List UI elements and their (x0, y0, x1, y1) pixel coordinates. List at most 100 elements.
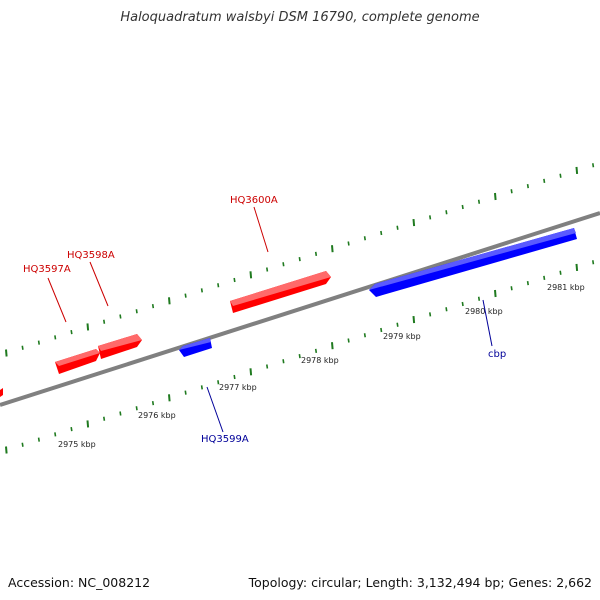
lower-tick (575, 263, 579, 271)
upper-tick (363, 236, 366, 241)
upper-tick (477, 199, 481, 204)
lower-tick (266, 364, 269, 369)
gene-partial-left[interactable] (0, 388, 3, 397)
lower-tick (380, 327, 383, 333)
upper-tick (526, 183, 529, 189)
lower-tick (559, 270, 562, 275)
lower-tick (494, 289, 497, 298)
gene-label-hq3597a[interactable]: HQ3597A (23, 264, 71, 275)
upper-tick (592, 163, 595, 168)
upper-tick (445, 210, 448, 215)
gene-label-cbp[interactable]: cbp (488, 349, 506, 360)
scale-label: 2981 kbp (547, 283, 585, 292)
lower-tick (119, 411, 122, 416)
upper-tick (86, 323, 90, 331)
lower-tick (363, 333, 366, 338)
upper-tick (282, 262, 285, 267)
upper-tick (200, 288, 203, 293)
upper-tick (347, 241, 350, 246)
gene-label-hq3599a[interactable]: HQ3599A (201, 434, 249, 445)
lower-tick (396, 322, 399, 327)
lower-tick (5, 446, 8, 454)
upper-tick-track (5, 163, 595, 357)
upper-tick (21, 345, 24, 350)
upper-tick (168, 297, 171, 305)
lower-tick (217, 380, 220, 385)
upper-tick (103, 319, 106, 324)
lower-tick (233, 374, 236, 380)
map-title: Haloquadratum walsbyi DSM 16790, complet… (120, 10, 480, 25)
upper-tick (543, 178, 546, 184)
upper-tick (429, 215, 432, 220)
lower-tick (526, 280, 529, 286)
genome-backbone (0, 211, 600, 407)
lower-tick (21, 442, 24, 447)
lower-tick (592, 260, 595, 265)
lower-tick (86, 420, 90, 428)
upper-tick (575, 166, 579, 174)
upper-tick (461, 204, 464, 210)
label-leader-hq3597a (47, 277, 67, 323)
lower-tick (282, 359, 285, 364)
label-leader-hq3598a (89, 261, 109, 307)
scale-label: 2979 kbp (383, 332, 421, 341)
upper-tick (151, 303, 155, 309)
lower-tick (314, 348, 318, 354)
scale-label: 2975 kbp (58, 440, 96, 449)
lower-tick (103, 416, 106, 421)
upper-tick (135, 309, 138, 314)
upper-tick (54, 335, 57, 340)
lower-tick (298, 353, 301, 359)
upper-tick (559, 173, 562, 178)
lower-tick (70, 426, 73, 432)
lower-tick (347, 338, 350, 343)
lower-tick (54, 432, 57, 437)
gene-track (0, 228, 577, 397)
scale-labels: 2975 kbp 2976 kbp 2977 kbp 2978 kbp 2979 kbp… (58, 283, 585, 449)
upper-tick (70, 329, 73, 335)
upper-tick (37, 340, 40, 345)
upper-tick (380, 230, 383, 236)
upper-tick (412, 219, 416, 227)
upper-tick (5, 349, 8, 357)
label-leader-hq3600a (253, 206, 269, 253)
genome-summary: Topology: circular; Length: 3,132,494 bp… (248, 575, 592, 590)
lower-tick (412, 316, 416, 324)
lower-tick (151, 400, 155, 406)
lower-tick (429, 312, 432, 317)
lower-tick (249, 368, 253, 376)
scale-label: 2977 kbp (219, 383, 257, 392)
upper-tick (298, 256, 301, 262)
upper-tick (314, 251, 318, 257)
upper-tick (217, 283, 220, 288)
lower-tick (168, 394, 171, 402)
lower-tick (445, 307, 448, 312)
upper-tick (119, 314, 122, 319)
gene-label-hq3598a[interactable]: HQ3598A (67, 250, 115, 261)
upper-tick (331, 245, 334, 253)
lower-tick (37, 437, 40, 442)
scale-label: 2976 kbp (138, 411, 176, 420)
upper-tick (184, 293, 187, 298)
lower-tick (200, 385, 203, 390)
accession-label: Accession: NC_008212 (8, 575, 151, 590)
upper-tick (266, 267, 269, 272)
lower-tick (331, 342, 334, 350)
lower-tick (543, 275, 546, 281)
lower-tick (461, 301, 464, 307)
upper-tick (396, 225, 399, 230)
gene-label-hq3600a[interactable]: HQ3600A (230, 195, 278, 206)
lower-tick (477, 296, 481, 301)
lower-tick (510, 286, 513, 291)
scale-label: 2978 kbp (301, 356, 339, 365)
scale-label: 2980 kbp (465, 307, 503, 316)
label-leader-hq3599a (206, 386, 224, 433)
label-leader-cbp (482, 299, 493, 347)
lower-tick (135, 406, 138, 411)
upper-tick (233, 277, 236, 283)
lower-tick (184, 390, 187, 395)
upper-tick (249, 271, 253, 279)
upper-tick (494, 192, 497, 201)
upper-tick (510, 189, 513, 194)
